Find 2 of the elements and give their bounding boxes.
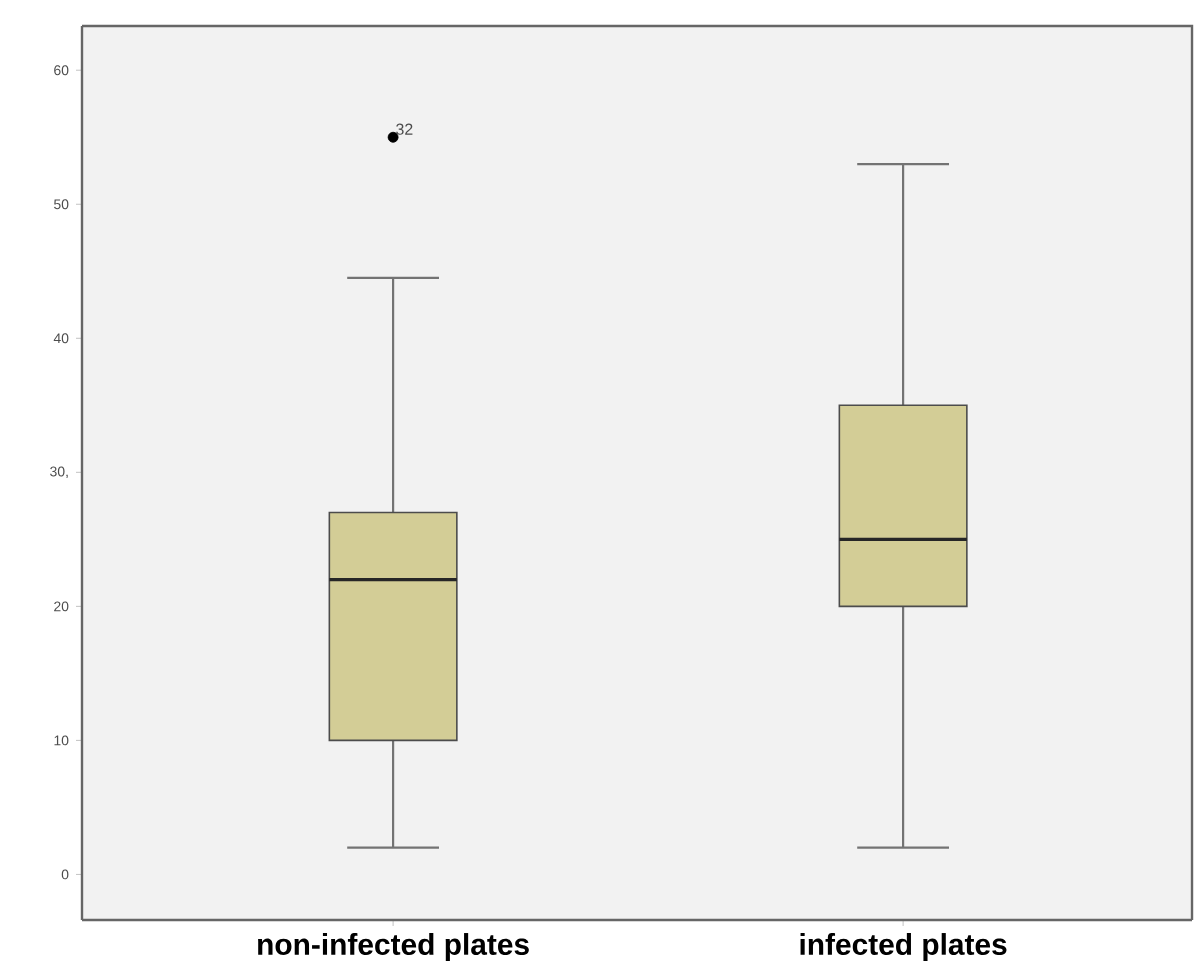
x-tick-label: infected plates	[800, 933, 1007, 961]
x-tick-label: non-infected plates	[258, 933, 529, 961]
